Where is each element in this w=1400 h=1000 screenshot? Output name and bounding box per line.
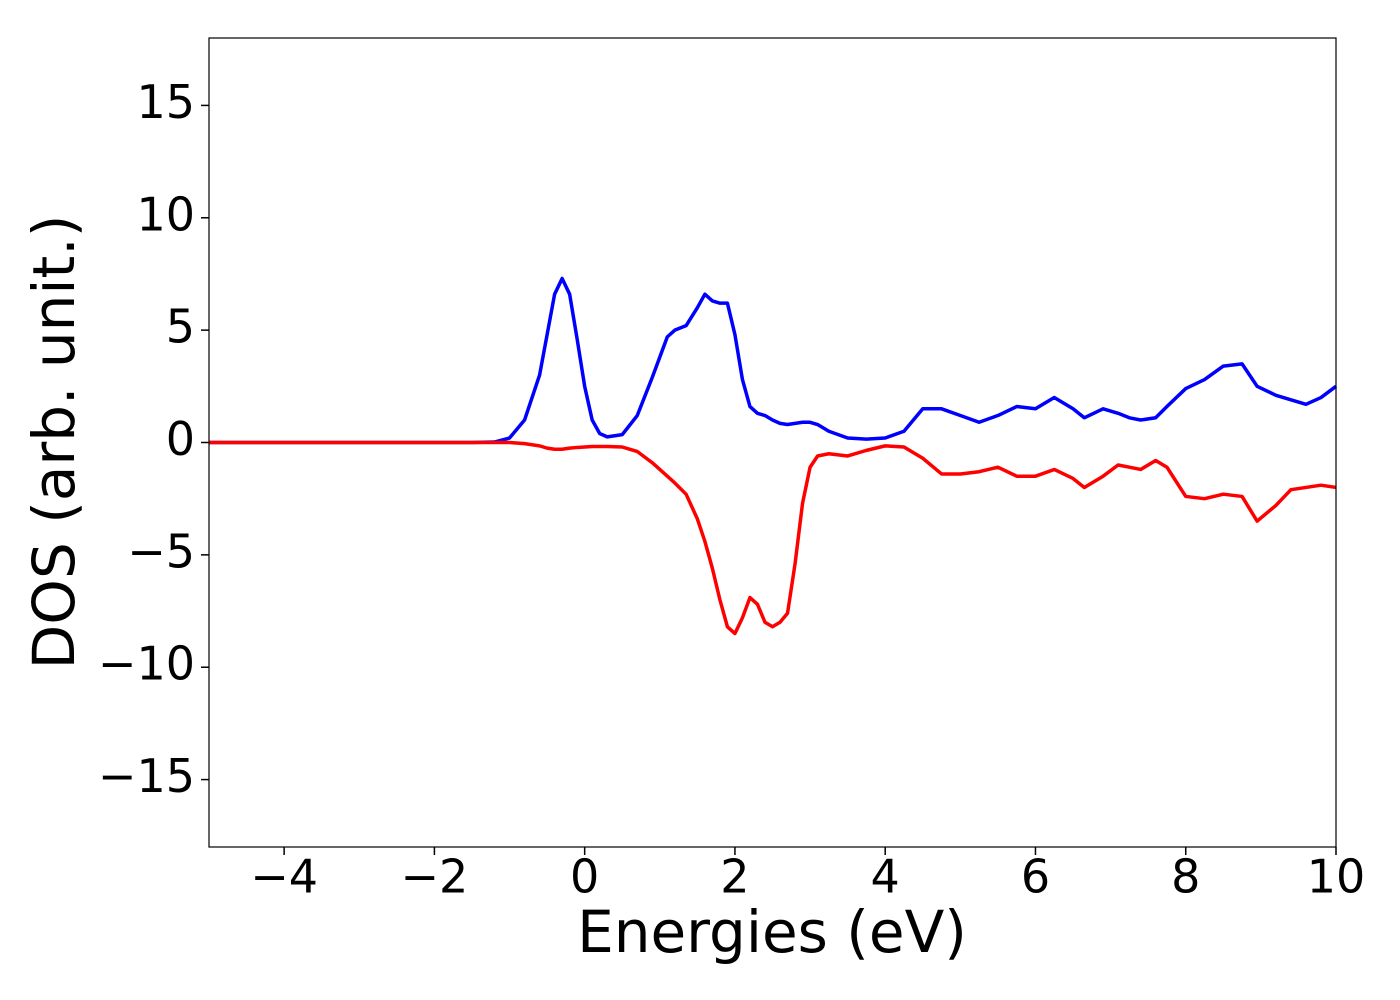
x-tick-label: −4 <box>250 850 318 904</box>
x-tick-label: 10 <box>1307 850 1366 904</box>
x-tick-label: −2 <box>400 850 468 904</box>
x-tick-label: 0 <box>570 850 599 904</box>
y-tick-label: −15 <box>98 749 195 803</box>
y-tick-label: 0 <box>166 412 195 466</box>
y-tick-label: −10 <box>98 637 195 691</box>
x-tick-label: 4 <box>871 850 900 904</box>
y-tick-label: 10 <box>136 187 195 241</box>
x-tick-label: 6 <box>1021 850 1050 904</box>
x-tick-label: 2 <box>720 850 749 904</box>
x-tick-label: 8 <box>1171 850 1200 904</box>
series-line <box>209 276 1338 445</box>
y-tick-label: 15 <box>136 75 195 129</box>
plot-frame <box>208 37 1337 848</box>
y-tick-label: −5 <box>127 524 195 578</box>
y-tick-label: 5 <box>166 300 195 354</box>
y-axis-label: DOS (arb. unit.) <box>20 215 88 670</box>
x-axis-label: Energies (eV) <box>577 898 967 966</box>
series-line <box>209 440 1337 636</box>
